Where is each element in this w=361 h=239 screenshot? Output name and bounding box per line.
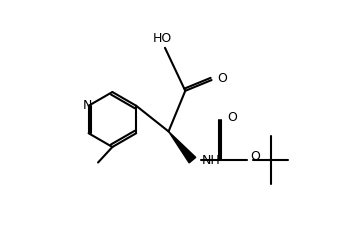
Text: O: O [227, 111, 237, 124]
Polygon shape [169, 131, 196, 163]
Text: NH: NH [202, 154, 221, 167]
Text: O: O [218, 72, 227, 85]
Text: N: N [83, 99, 92, 112]
Text: O: O [250, 150, 260, 163]
Text: HO: HO [153, 32, 172, 45]
